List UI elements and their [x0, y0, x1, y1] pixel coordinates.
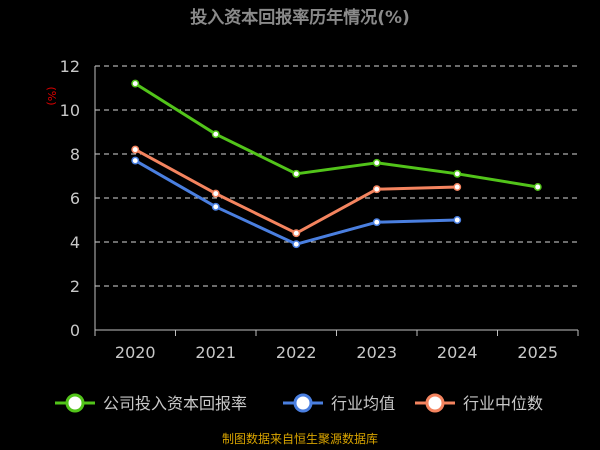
- x-tick-label: 2022: [276, 343, 317, 362]
- y-tick-label: 4: [70, 233, 80, 252]
- legend-swatch-marker: [65, 393, 85, 413]
- data-point: [372, 218, 381, 227]
- data-point: [453, 216, 462, 224]
- data-point: [453, 183, 462, 191]
- y-tick-label: 2: [70, 277, 80, 296]
- chart-title: 投入资本回报率历年情况(%): [190, 7, 410, 28]
- data-point: [533, 183, 542, 191]
- data-point: [292, 240, 301, 249]
- data-point: [292, 229, 301, 238]
- legend-label: 公司投入资本回报率: [103, 394, 247, 413]
- series-line: [133, 82, 540, 189]
- data-point: [211, 202, 220, 211]
- x-tick-label: 2024: [437, 343, 478, 362]
- source-note: 制图数据来自恒生聚源数据库: [222, 431, 378, 446]
- legend-swatch-marker: [425, 393, 445, 413]
- y-axis-unit-label: (%): [45, 86, 58, 105]
- series-lines: [131, 79, 542, 249]
- data-point: [453, 169, 462, 178]
- data-point: [372, 185, 381, 194]
- data-point: [211, 130, 220, 139]
- axes: 0 2 4 6 8 10 12 2020 2021 2022 2023 2024 2025: [60, 57, 579, 362]
- y-tick-label: 12: [60, 57, 80, 76]
- y-tick-label: 0: [70, 321, 80, 340]
- y-tick-label: 6: [70, 189, 80, 208]
- x-tick-label: 2025: [517, 343, 558, 362]
- y-tick-label: 8: [70, 145, 80, 164]
- legend-label: 行业均值: [331, 394, 395, 413]
- legend-swatch-marker: [293, 393, 313, 413]
- data-point: [131, 79, 140, 88]
- data-point: [372, 158, 381, 167]
- x-tick-label: 2023: [356, 343, 397, 362]
- legend: 公司投入资本回报率 行业均值 行业中位数: [55, 393, 543, 413]
- data-point: [131, 145, 140, 154]
- x-tick-label: 2020: [115, 343, 156, 362]
- x-tick-label: 2021: [195, 343, 236, 362]
- legend-label: 行业中位数: [463, 394, 543, 413]
- y-tick-label: 10: [60, 101, 80, 120]
- data-point: [131, 156, 140, 165]
- data-point: [211, 189, 220, 198]
- grid-lines: [95, 65, 578, 287]
- data-point: [292, 169, 301, 178]
